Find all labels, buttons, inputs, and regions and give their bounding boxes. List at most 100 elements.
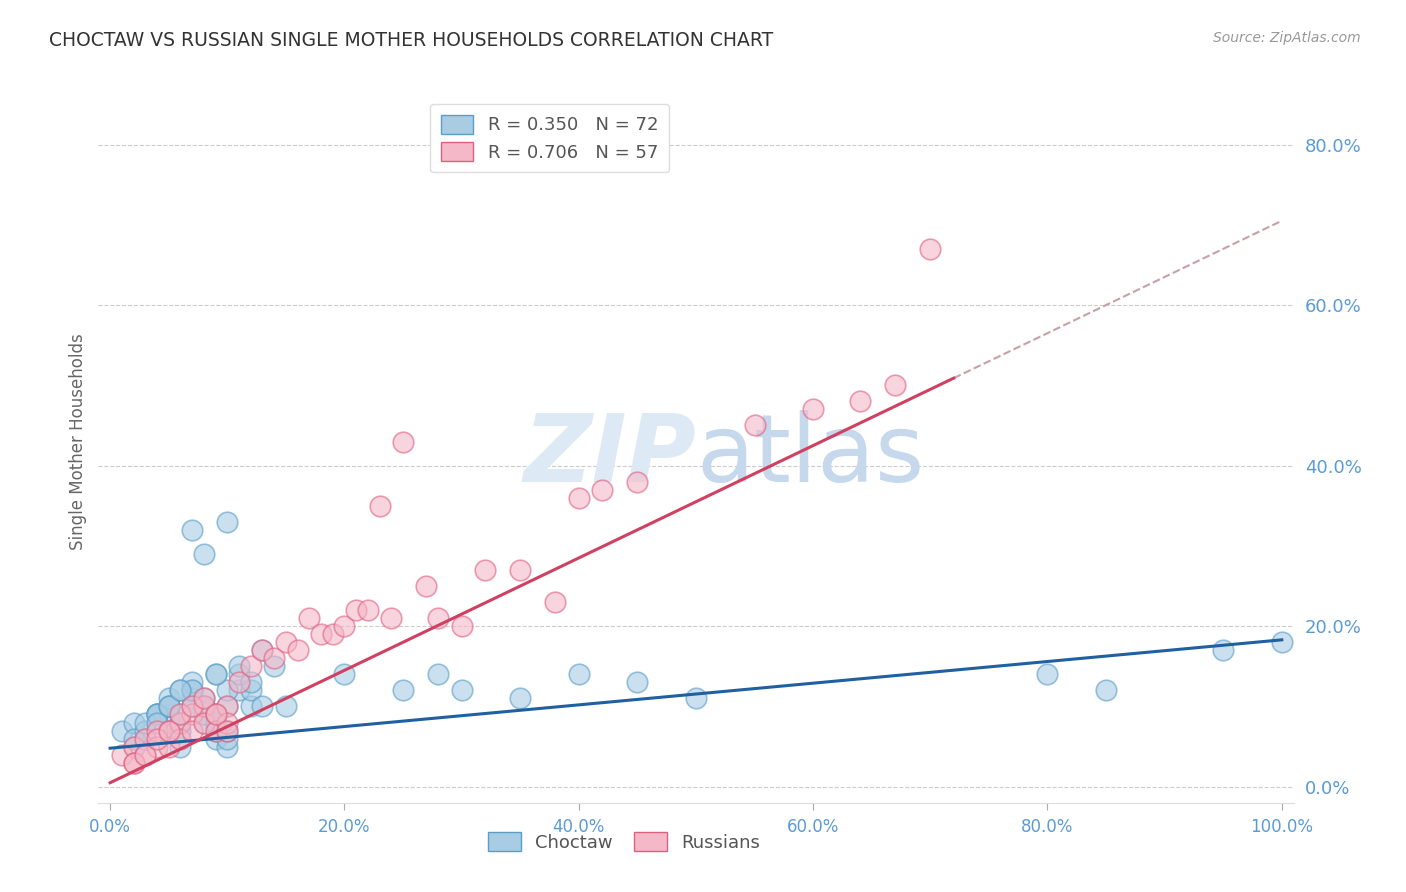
Point <box>181 683 204 698</box>
Point <box>591 483 613 497</box>
Point <box>217 739 239 754</box>
Point <box>111 723 134 738</box>
Point <box>146 707 169 722</box>
Point <box>134 747 156 762</box>
Point <box>122 739 145 754</box>
Point <box>204 723 226 738</box>
Point <box>169 683 191 698</box>
Point <box>134 723 156 738</box>
Point <box>181 723 204 738</box>
Text: ZIP: ZIP <box>523 410 696 502</box>
Point <box>169 707 191 722</box>
Point <box>204 667 226 681</box>
Point <box>801 402 824 417</box>
Point <box>263 651 285 665</box>
Point <box>181 699 204 714</box>
Legend: Choctaw, Russians: Choctaw, Russians <box>481 824 768 859</box>
Point <box>157 699 180 714</box>
Point <box>392 683 415 698</box>
Point <box>509 563 531 577</box>
Point <box>193 691 215 706</box>
Point <box>111 747 134 762</box>
Point <box>228 659 250 673</box>
Point <box>239 683 262 698</box>
Point <box>181 675 204 690</box>
Point <box>169 683 191 698</box>
Point <box>252 699 274 714</box>
Point <box>252 643 274 657</box>
Point <box>122 739 145 754</box>
Point <box>193 691 215 706</box>
Point <box>122 731 145 746</box>
Point <box>204 731 226 746</box>
Point <box>685 691 707 706</box>
Point <box>146 731 169 746</box>
Point <box>146 707 169 722</box>
Point <box>217 723 239 738</box>
Point <box>134 715 156 730</box>
Point <box>368 499 391 513</box>
Point <box>193 715 215 730</box>
Point <box>450 619 472 633</box>
Point <box>333 619 356 633</box>
Point <box>204 707 226 722</box>
Point <box>239 699 262 714</box>
Point <box>122 756 145 770</box>
Point <box>157 699 180 714</box>
Point <box>134 747 156 762</box>
Point <box>204 715 226 730</box>
Point <box>380 611 402 625</box>
Point <box>239 659 262 673</box>
Text: atlas: atlas <box>696 410 924 502</box>
Point <box>568 491 591 505</box>
Point <box>217 699 239 714</box>
Point <box>146 739 169 754</box>
Point <box>333 667 356 681</box>
Text: Source: ZipAtlas.com: Source: ZipAtlas.com <box>1213 31 1361 45</box>
Point <box>1212 643 1234 657</box>
Point <box>544 595 567 609</box>
Point <box>157 723 180 738</box>
Point <box>146 707 169 722</box>
Point <box>626 475 648 489</box>
Point <box>193 699 215 714</box>
Point <box>920 242 942 256</box>
Point <box>509 691 531 706</box>
Point <box>204 723 226 738</box>
Point <box>134 731 156 746</box>
Point <box>415 579 437 593</box>
Point <box>122 756 145 770</box>
Point <box>217 731 239 746</box>
Point <box>169 715 191 730</box>
Point <box>322 627 344 641</box>
Point <box>204 707 226 722</box>
Point <box>450 683 472 698</box>
Point <box>204 667 226 681</box>
Point <box>252 643 274 657</box>
Point <box>181 683 204 698</box>
Point <box>193 547 215 561</box>
Point <box>169 723 191 738</box>
Point <box>169 731 191 746</box>
Point <box>169 707 191 722</box>
Point <box>122 715 145 730</box>
Point <box>157 723 180 738</box>
Point <box>204 707 226 722</box>
Point <box>274 699 297 714</box>
Point <box>274 635 297 649</box>
Point <box>357 603 380 617</box>
Point <box>287 643 309 657</box>
Point <box>217 715 239 730</box>
Point <box>474 563 496 577</box>
Point <box>157 723 180 738</box>
Point <box>193 715 215 730</box>
Point <box>157 707 180 722</box>
Point <box>884 378 907 392</box>
Point <box>239 675 262 690</box>
Point <box>193 699 215 714</box>
Point <box>157 739 180 754</box>
Point <box>181 699 204 714</box>
Point <box>228 675 250 690</box>
Point <box>626 675 648 690</box>
Point <box>344 603 367 617</box>
